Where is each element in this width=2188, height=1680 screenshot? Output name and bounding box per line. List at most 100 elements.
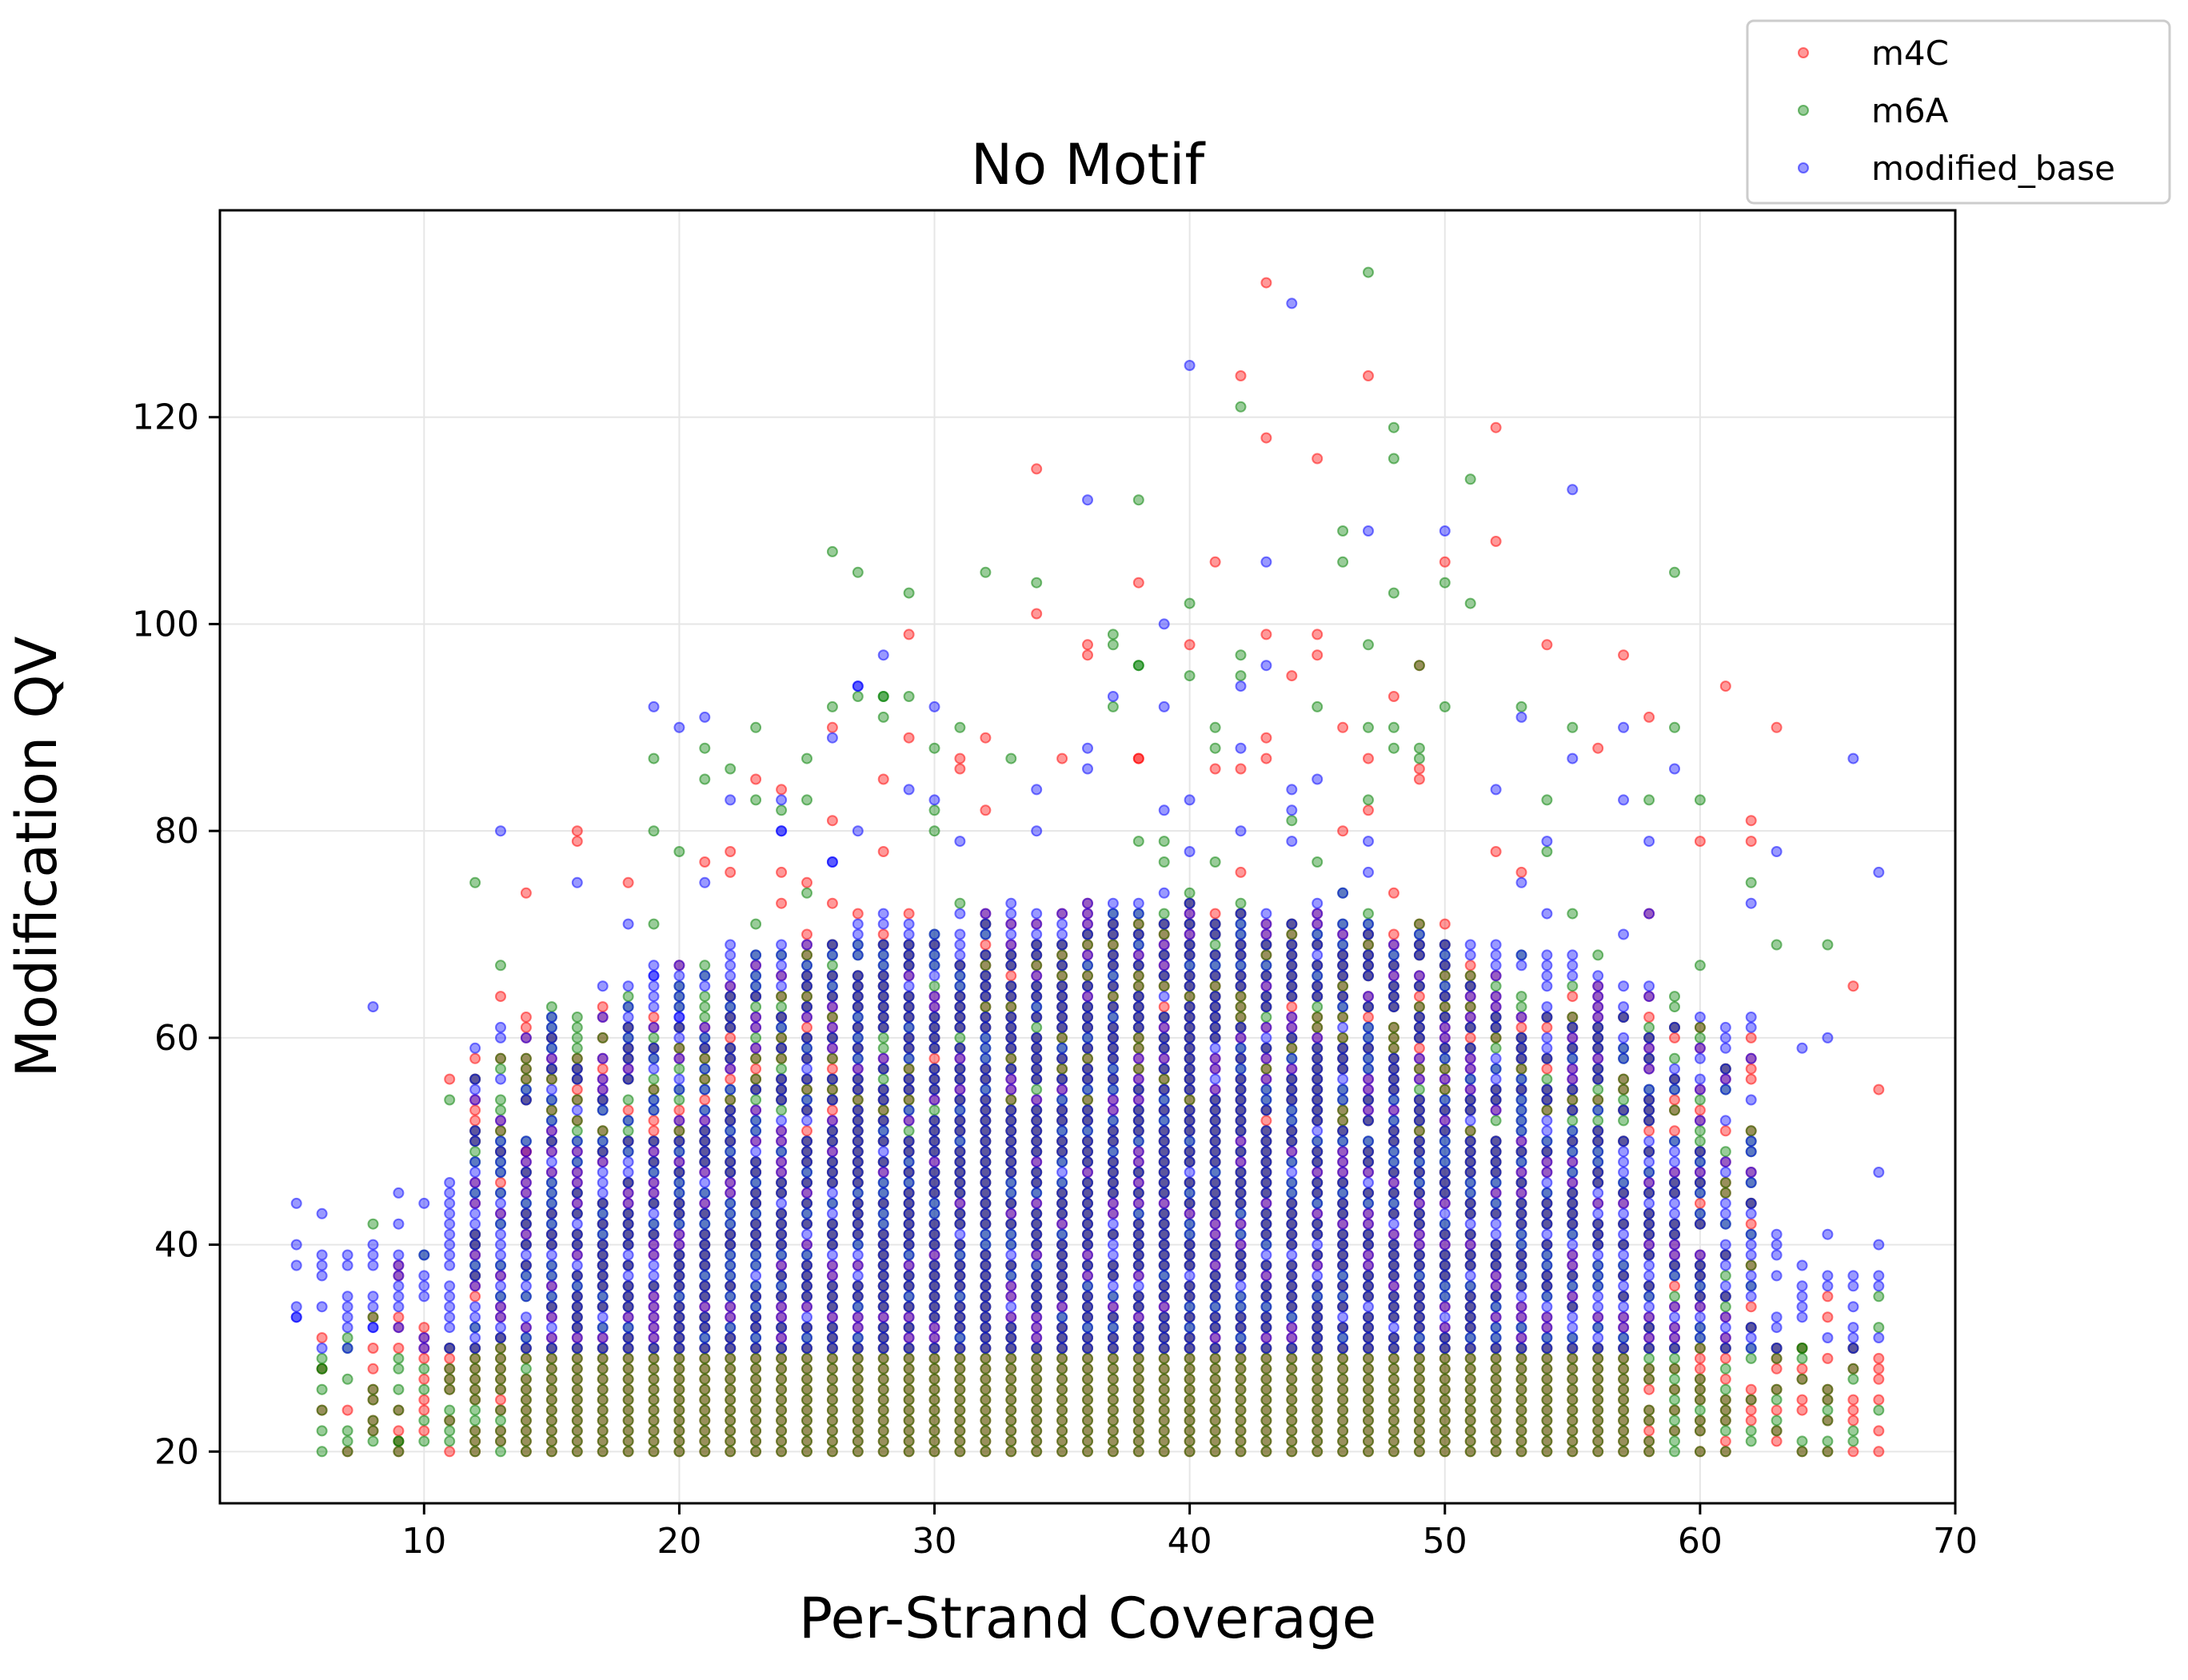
data-point	[1260, 1425, 1272, 1437]
data-point	[954, 1280, 966, 1292]
data-point	[725, 794, 737, 806]
data-point	[699, 1032, 711, 1044]
data-point	[1132, 1435, 1144, 1447]
data-point	[1567, 991, 1579, 1003]
outlier-point	[1541, 639, 1553, 651]
data-point	[469, 1394, 481, 1406]
outlier-point	[1694, 794, 1706, 806]
outlier-point	[826, 815, 838, 827]
data-point	[316, 1425, 328, 1437]
data-point	[1158, 1383, 1170, 1395]
data-point	[954, 1311, 966, 1323]
data-point	[1363, 794, 1374, 806]
data-point	[1005, 1404, 1017, 1416]
data-point	[597, 980, 609, 992]
data-point	[750, 1332, 762, 1343]
data-point	[469, 1083, 481, 1095]
data-point	[801, 876, 813, 888]
data-point	[622, 1146, 634, 1158]
data-point	[1464, 1352, 1476, 1364]
data-point	[520, 1177, 532, 1188]
data-point	[1056, 991, 1068, 1003]
data-point	[1490, 1415, 1502, 1427]
data-point	[571, 1052, 583, 1064]
data-point	[903, 1291, 915, 1303]
data-point	[444, 1425, 456, 1437]
data-point	[877, 980, 889, 992]
data-point	[928, 1446, 940, 1458]
data-point	[852, 1012, 864, 1023]
data-point	[903, 1001, 915, 1013]
data-point	[571, 1021, 583, 1033]
data-point	[1107, 970, 1119, 982]
data-point	[367, 1218, 379, 1230]
data-point	[826, 1063, 838, 1075]
data-point	[1056, 980, 1068, 992]
data-point	[1082, 1218, 1093, 1230]
data-point	[520, 1373, 532, 1385]
data-point	[903, 1135, 915, 1147]
data-point	[980, 1135, 992, 1147]
data-point	[648, 1352, 660, 1364]
data-point	[1082, 1146, 1093, 1158]
outlier-point	[1337, 556, 1349, 568]
data-point	[826, 1270, 838, 1282]
data-point	[699, 1249, 711, 1261]
outlier-point	[316, 1363, 328, 1375]
data-point	[597, 1383, 609, 1395]
data-point	[1822, 1291, 1834, 1303]
data-point	[1694, 1021, 1706, 1033]
data-point	[1005, 1383, 1017, 1395]
data-point	[469, 1094, 481, 1106]
data-point	[597, 1446, 609, 1458]
data-point	[750, 1259, 762, 1271]
data-point	[1745, 1352, 1757, 1364]
data-point	[545, 1063, 557, 1075]
data-point	[1005, 928, 1017, 940]
data-point	[903, 1425, 915, 1437]
data-point	[852, 1125, 864, 1137]
data-point	[571, 1383, 583, 1395]
data-point	[852, 1373, 864, 1385]
data-point	[903, 1301, 915, 1313]
outlier-point	[980, 566, 992, 578]
data-point	[1107, 1311, 1119, 1323]
data-point	[903, 1394, 915, 1406]
data-point	[1490, 1404, 1502, 1416]
data-point	[980, 1259, 992, 1271]
data-point	[852, 691, 864, 702]
data-point	[801, 1383, 813, 1395]
data-point	[1158, 1425, 1170, 1437]
data-point	[1312, 649, 1324, 661]
data-point	[1464, 1404, 1476, 1416]
data-point	[903, 1363, 915, 1375]
data-point	[725, 960, 737, 972]
data-point	[1286, 1001, 1298, 1013]
data-point	[648, 1207, 660, 1219]
data-point	[1464, 1373, 1476, 1385]
data-point	[1209, 856, 1221, 868]
data-point	[597, 1052, 609, 1064]
data-point	[1413, 1394, 1425, 1406]
data-point	[1694, 1446, 1706, 1458]
data-point	[1005, 1012, 1017, 1023]
data-point	[826, 1032, 838, 1044]
data-point	[1567, 1363, 1579, 1375]
data-point	[673, 1156, 685, 1168]
data-point	[1056, 1073, 1068, 1085]
data-point	[520, 1322, 532, 1334]
outlier-point	[1184, 597, 1196, 609]
outlier-point	[1312, 629, 1324, 640]
data-point	[469, 1425, 481, 1437]
data-point	[826, 1197, 838, 1209]
data-point	[1337, 1373, 1349, 1385]
data-point	[1745, 1425, 1757, 1437]
data-point	[903, 1404, 915, 1416]
data-point	[1847, 1394, 1859, 1406]
data-point	[1286, 1404, 1298, 1416]
data-point	[673, 1301, 685, 1313]
data-point	[826, 970, 838, 982]
data-point	[1082, 1115, 1093, 1127]
data-point	[1005, 897, 1017, 909]
data-point	[1132, 836, 1144, 848]
